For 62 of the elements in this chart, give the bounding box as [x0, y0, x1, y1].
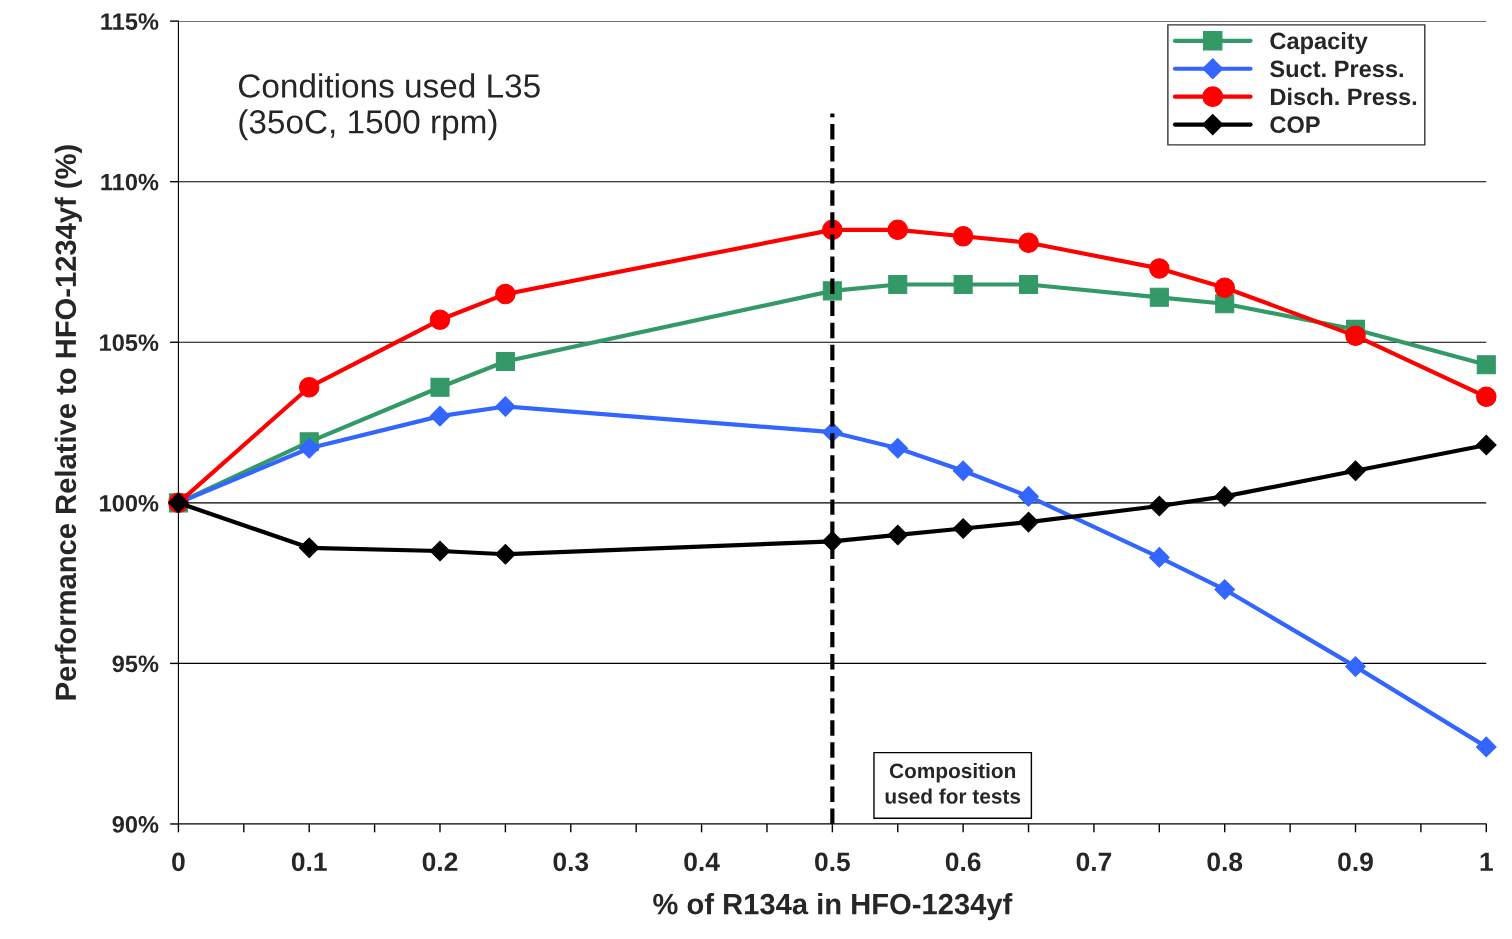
point: [1018, 511, 1039, 533]
point: [495, 351, 515, 372]
point: [1018, 232, 1039, 253]
x-tick-label: 0.4: [684, 852, 720, 872]
point: [1018, 486, 1039, 507]
y-tick-label: 90%: [112, 816, 159, 833]
point: [298, 437, 320, 459]
x-tick-label: 0.8: [1207, 852, 1243, 872]
point: [298, 537, 320, 559]
x-tick-label: 0.7: [1076, 852, 1112, 872]
x-tick-label: 0.9: [1338, 852, 1373, 872]
point: [1345, 325, 1366, 347]
point: [430, 377, 450, 397]
x-tick-label: 0.5: [815, 852, 850, 872]
y-tick-label: 105%: [100, 334, 159, 352]
x-tick-label: 1: [1480, 852, 1493, 871]
legend-label: Capacity: [1270, 31, 1368, 54]
point: [429, 540, 451, 562]
y-tick-label: 110%: [101, 173, 159, 191]
point: [1345, 656, 1366, 677]
point: [1214, 579, 1236, 600]
point: [952, 460, 974, 482]
point: [1476, 386, 1497, 408]
x-tick-label: 0.1: [291, 852, 327, 872]
point: [953, 274, 973, 295]
point: [887, 524, 909, 546]
point: [495, 396, 516, 417]
point: [952, 518, 974, 539]
legend-label: COP: [1270, 116, 1320, 134]
point: [1475, 434, 1497, 456]
point: [1214, 277, 1235, 298]
point: [1475, 736, 1497, 758]
x-tick-label: 0.2: [422, 852, 458, 872]
legend-label: Disch. Press.: [1270, 87, 1417, 106]
point: [495, 283, 516, 305]
x-tick-label: 0.6: [945, 852, 981, 872]
y-tick-label: 115%: [101, 13, 159, 30]
point: [1148, 547, 1170, 568]
point: [1476, 355, 1496, 375]
point: [952, 226, 974, 247]
point: [1149, 287, 1169, 307]
x-axis-title: % of R134a in HFO-1234yf: [653, 893, 1013, 921]
point: [429, 405, 451, 427]
point: [887, 219, 908, 241]
point: [298, 376, 320, 398]
y-tick-label: 100%: [100, 494, 159, 512]
y-axis-title: Performance Relative to HFO-1234yf (%): [54, 145, 82, 700]
point: [887, 437, 909, 459]
annotation: Conditions used L35 (35oC, 1500 rpm): [238, 73, 540, 141]
point: [495, 543, 516, 565]
point: [1149, 258, 1170, 279]
y-tick-label: 95%: [112, 655, 159, 673]
point: [1148, 495, 1170, 517]
point: [888, 274, 908, 295]
x-tick-label: 0.3: [553, 852, 589, 872]
point: [429, 309, 451, 331]
point: [1214, 486, 1236, 507]
x-tick-label: 0: [172, 852, 185, 872]
legend-label: Suct. Press.: [1270, 60, 1403, 78]
ref-line-label: Composition used for tests: [885, 763, 1021, 804]
point: [1345, 460, 1366, 482]
point: [1018, 274, 1039, 295]
